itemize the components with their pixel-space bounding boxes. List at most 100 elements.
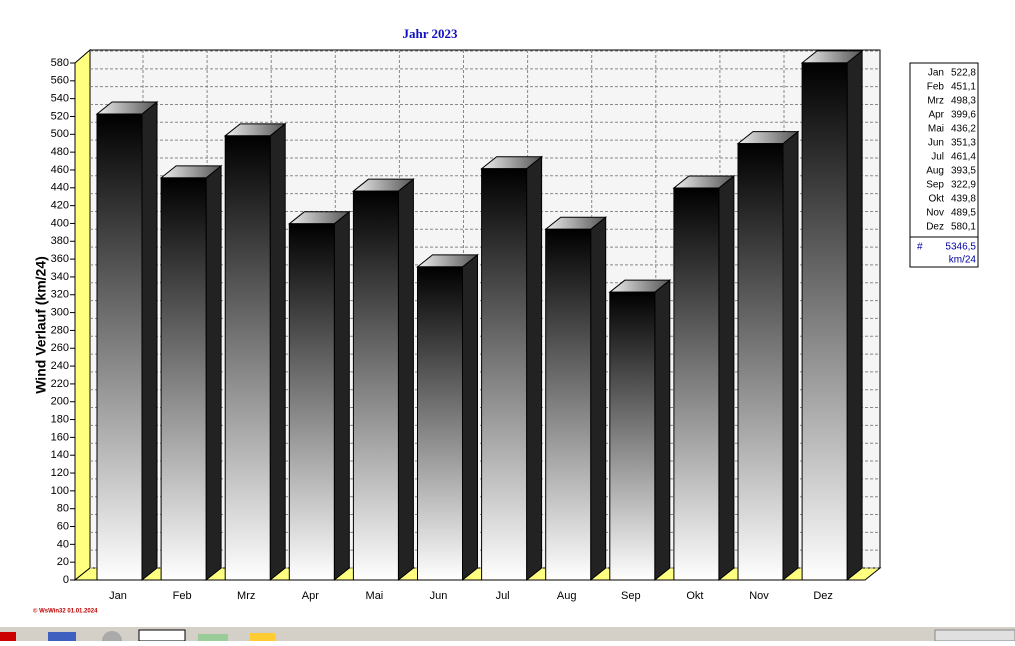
x-tick-label: Jan [109, 590, 127, 602]
legend-value: 393,5 [951, 166, 976, 177]
legend-category: Jul [931, 152, 944, 163]
y-tick-label: 540 [51, 93, 69, 105]
legend-category: Jun [928, 138, 944, 149]
y-tick-label: 320 [51, 289, 69, 301]
bar-side [205, 164, 222, 582]
legend-value: 322,9 [951, 180, 976, 191]
y-tick-label: 80 [57, 503, 69, 515]
bar [481, 168, 528, 581]
y-tick-label: 0 [63, 574, 69, 586]
bar-side [846, 49, 863, 582]
legend-category: Mrz [927, 96, 944, 107]
total-value: 5346,5 [945, 242, 976, 253]
legend-category: Jan [928, 68, 944, 79]
bar-side [141, 100, 158, 582]
legend-category: Sep [926, 180, 944, 191]
y-tick-label: 20 [57, 556, 69, 568]
footer: © WsWin32 01.01.2024 [33, 608, 98, 615]
chart-title: Jahr 2023 [402, 26, 458, 41]
y-tick-label: 100 [51, 485, 69, 497]
y-tick-label: 220 [51, 378, 69, 390]
taskbar-icon[interactable] [250, 633, 275, 641]
x-tick-label: Jul [496, 590, 510, 602]
bar [737, 143, 784, 581]
bar [545, 228, 592, 581]
bar-side [654, 279, 671, 582]
side-wall [74, 48, 91, 582]
legend-category: Nov [926, 208, 944, 219]
legend-value: 498,3 [951, 96, 976, 107]
bar-side [333, 210, 350, 582]
y-tick-label: 500 [51, 128, 69, 140]
x-tick-label: Okt [686, 590, 703, 602]
bar-side [462, 253, 478, 582]
y-tick-label: 480 [51, 146, 69, 158]
y-tick-label: 40 [57, 538, 69, 550]
taskbar-field[interactable] [934, 629, 1015, 642]
bar-side [397, 178, 414, 582]
legend-value: 461,4 [951, 152, 976, 163]
legend-value: 451,1 [951, 82, 976, 93]
y-tick-label: 360 [51, 253, 69, 265]
y-tick-label: 440 [51, 182, 69, 194]
legend-category: Aug [926, 166, 944, 177]
bar-side [718, 174, 735, 582]
y-tick-label: 420 [51, 200, 69, 212]
legend-category: Mai [928, 124, 944, 135]
x-tick-label: Mrz [237, 590, 255, 602]
legend-value: 489,5 [951, 208, 976, 219]
y-tick-label: 280 [51, 324, 69, 336]
bar-side [590, 216, 607, 582]
y-tick-label: 380 [51, 235, 69, 247]
y-tick-label: 340 [51, 271, 69, 283]
bar [288, 223, 335, 581]
legend-value: 522,8 [951, 68, 976, 79]
y-tick-label: 580 [51, 57, 69, 69]
x-tick-label: Nov [749, 590, 769, 602]
bar [352, 190, 399, 581]
y-tick-label: 240 [51, 360, 69, 372]
legend-category: Apr [928, 110, 944, 121]
legend-value: 399,6 [951, 110, 976, 121]
x-tick-label: Aug [557, 590, 577, 602]
legend-category: Feb [927, 82, 945, 93]
y-tick-label: 140 [51, 449, 69, 461]
x-tick-label: Jun [430, 590, 448, 602]
legend-value: 439,8 [951, 194, 976, 205]
y-tick-label: 160 [51, 431, 69, 443]
x-tick-label: Apr [302, 590, 319, 602]
x-tick-label: Dez [813, 590, 833, 602]
taskbar-icon[interactable] [48, 632, 76, 641]
taskbar-icon[interactable] [138, 629, 186, 642]
y-tick-label: 300 [51, 306, 69, 318]
total-symbol: # [917, 242, 923, 253]
y-tick-label: 560 [51, 75, 69, 87]
y-tick-label: 180 [51, 413, 69, 425]
taskbar-icon[interactable] [198, 634, 228, 641]
x-tick-label: Mai [366, 590, 384, 602]
bar [160, 177, 207, 581]
bar [417, 266, 463, 581]
bar [609, 291, 656, 581]
legend-box [909, 62, 979, 268]
bar [96, 113, 143, 581]
x-tick-label: Feb [173, 590, 192, 602]
y-tick-label: 60 [57, 520, 69, 532]
y-tick-label: 120 [51, 467, 69, 479]
bar [224, 135, 271, 581]
y-tick-label: 460 [51, 164, 69, 176]
y-tick-label: 520 [51, 110, 69, 122]
bar-side [269, 122, 286, 582]
legend-value: 580,1 [951, 222, 976, 233]
bar [801, 62, 848, 581]
y-tick-label: 400 [51, 217, 69, 229]
bar-side [526, 155, 543, 582]
legend-category: Dez [926, 222, 944, 233]
y-tick-label: 260 [51, 342, 69, 354]
taskbar-icon[interactable] [0, 632, 16, 641]
total-unit: km/24 [949, 255, 977, 266]
legend-value: 436,2 [951, 124, 976, 135]
legend-value: 351,3 [951, 138, 976, 149]
bar-side [782, 130, 799, 582]
